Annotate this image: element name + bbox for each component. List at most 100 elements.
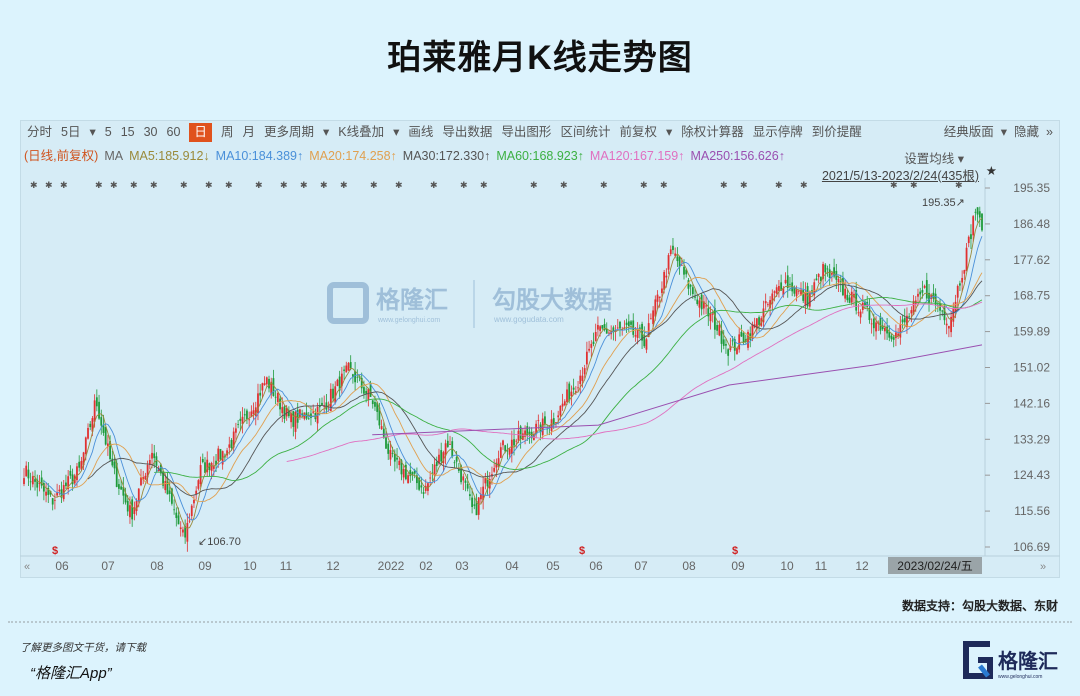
- candle-body: [208, 463, 211, 471]
- dividend-marker-icon: $: [52, 545, 58, 557]
- candle-body: [363, 387, 365, 394]
- candle-body: [515, 440, 518, 442]
- candle-body: [40, 477, 43, 486]
- candle-body: [925, 280, 928, 299]
- candle-body: [729, 346, 732, 350]
- toolbar-item[interactable]: 日: [189, 123, 212, 142]
- candle-body: [188, 520, 191, 522]
- toolbar-item[interactable]: 30: [143, 125, 158, 139]
- candle-body: [38, 483, 41, 484]
- candle-body: [36, 479, 39, 488]
- candle-body: [468, 494, 471, 497]
- candle-body: [193, 499, 195, 504]
- candle-body: [137, 488, 140, 502]
- pin-icon[interactable]: ★: [985, 164, 997, 178]
- toolbar-item[interactable]: 画线: [408, 125, 434, 139]
- candle-body: [630, 321, 632, 325]
- ma60-line: [154, 296, 983, 481]
- event-marker-icon: ✱: [320, 180, 328, 190]
- candle-body: [579, 375, 582, 384]
- toolbar-item[interactable]: 分时: [27, 125, 53, 139]
- dropdown-caret-icon[interactable]: ▾: [393, 125, 400, 139]
- dropdown-caret-icon[interactable]: ▾: [322, 125, 330, 139]
- scroll-right-icon[interactable]: »: [1040, 561, 1046, 573]
- candle-body: [888, 331, 891, 338]
- toolbar-item[interactable]: 前复权: [619, 125, 657, 139]
- date-range[interactable]: 2021/5/13-2023/2/24(435根): [821, 169, 979, 183]
- set-ma-button[interactable]: 设置均线 ▾: [904, 152, 964, 166]
- toolbar-item[interactable]: 经典版面: [943, 125, 994, 139]
- candle-body: [747, 331, 749, 348]
- dropdown-caret-icon[interactable]: ▾: [89, 125, 96, 139]
- candle-body: [965, 247, 968, 272]
- toolbar-item[interactable]: 15: [120, 125, 135, 139]
- candle-body: [868, 308, 871, 321]
- event-marker-icon: ✱: [740, 180, 748, 190]
- y-tick-label: 142.16: [1013, 396, 1050, 410]
- candle-body: [126, 500, 129, 512]
- toolbar-item[interactable]: 5: [104, 125, 112, 139]
- candle-body: [672, 245, 674, 251]
- event-marker-icon: ✱: [430, 180, 438, 190]
- candle-body: [883, 327, 886, 332]
- event-marker-icon: ✱: [225, 180, 233, 190]
- toolbar-item[interactable]: 到价提醒: [811, 125, 862, 139]
- data-source: 数据支持：勾股大数据、东财: [901, 599, 1058, 613]
- candle-body: [254, 407, 257, 416]
- candle-body: [235, 428, 237, 433]
- candle-body: [440, 450, 443, 462]
- candle-body: [340, 373, 343, 387]
- toolbar-item[interactable]: 周: [220, 125, 234, 139]
- toolbar-item[interactable]: 区间统计: [560, 125, 611, 139]
- toolbar-item[interactable]: 更多周期: [263, 125, 314, 139]
- candle-body: [159, 464, 162, 474]
- candles: [23, 206, 983, 552]
- candle-body: [47, 487, 50, 495]
- toolbar-item[interactable]: »: [1046, 125, 1053, 139]
- candle-body: [334, 386, 337, 403]
- divider: [8, 621, 1072, 623]
- toolbar-item[interactable]: 5日: [61, 125, 81, 139]
- ma20-line: [65, 272, 983, 503]
- dropdown-caret-icon[interactable]: ▾: [1000, 125, 1008, 139]
- toolbar-item[interactable]: 导出数据: [442, 125, 493, 139]
- candle-body: [656, 294, 659, 302]
- candle-body: [197, 480, 200, 489]
- candle-body: [720, 330, 723, 344]
- candle-body: [733, 339, 736, 351]
- ma120-line: [286, 301, 983, 463]
- candle-body: [279, 398, 281, 410]
- toolbar-item[interactable]: 隐藏: [1014, 125, 1040, 139]
- candle-body: [429, 477, 432, 479]
- candle-body: [603, 324, 606, 330]
- candle-body: [800, 289, 802, 295]
- toolbar-item[interactable]: 60: [166, 125, 181, 139]
- candle-body: [493, 467, 496, 472]
- scroll-left-icon[interactable]: «: [24, 561, 30, 573]
- candle-body: [246, 410, 248, 420]
- candle-body: [897, 333, 900, 336]
- y-tick-label: 115.56: [1014, 504, 1050, 518]
- candle-body: [694, 296, 696, 298]
- candle-body: [947, 326, 950, 329]
- event-marker-icon: ✱: [460, 180, 468, 190]
- candle-body: [879, 316, 882, 331]
- dropdown-caret-icon[interactable]: ▾: [665, 125, 673, 139]
- candle-body: [446, 440, 449, 447]
- candle-body: [669, 249, 672, 255]
- candle-body: [409, 470, 412, 477]
- ma-value-4: MA60:168.923↑: [496, 149, 584, 163]
- toolbar-item[interactable]: 月: [242, 125, 255, 139]
- toolbar-item[interactable]: K线叠加: [338, 125, 385, 139]
- candle-body: [555, 422, 557, 424]
- candle-body: [842, 278, 844, 296]
- candle-body: [981, 213, 983, 231]
- toolbar-item[interactable]: 导出图形: [501, 125, 552, 139]
- candle-body: [649, 318, 652, 320]
- candle-body: [508, 448, 511, 455]
- toolbar-item[interactable]: 显示停牌: [752, 125, 803, 139]
- toolbar-item[interactable]: 除权计算器: [681, 125, 744, 139]
- candle-body: [71, 474, 74, 485]
- candle-body: [647, 323, 650, 338]
- candle-body: [627, 321, 630, 327]
